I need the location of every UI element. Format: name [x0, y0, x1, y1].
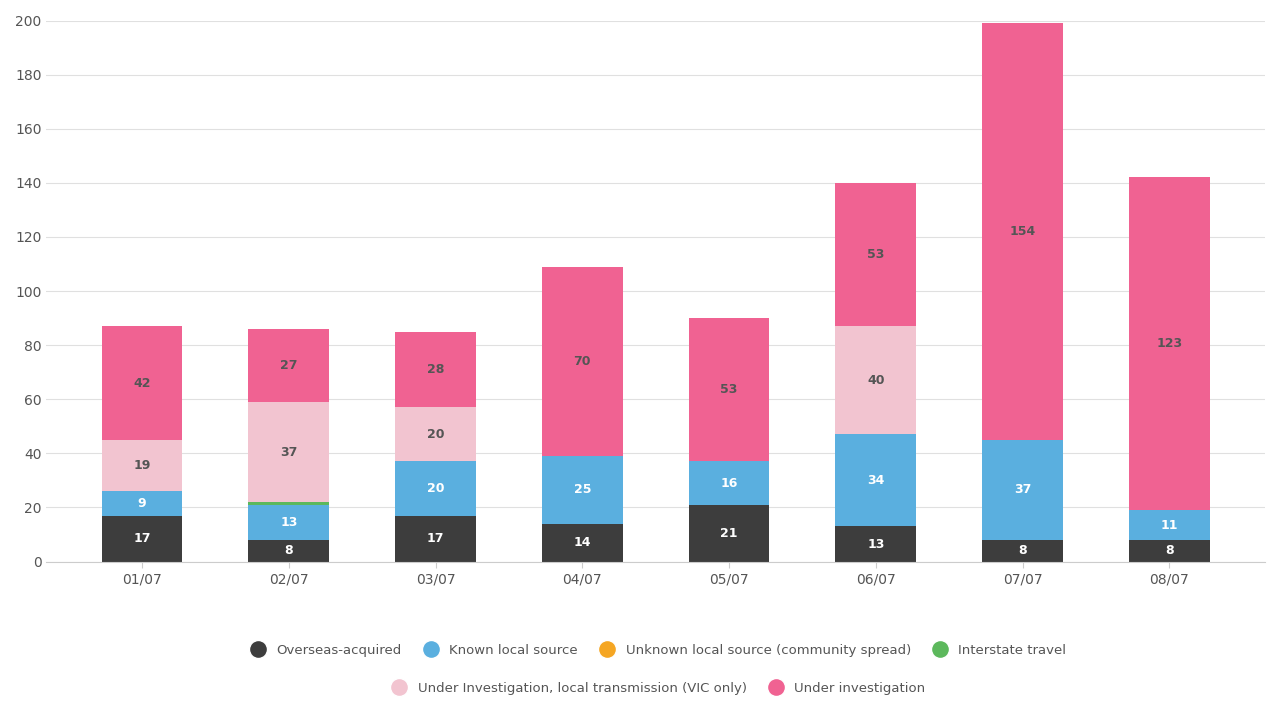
- Bar: [248, 502, 329, 505]
- Text: 53: 53: [721, 383, 737, 396]
- Bar: [248, 402, 329, 502]
- Text: 42: 42: [133, 377, 151, 390]
- Text: 9: 9: [138, 497, 146, 510]
- Bar: [541, 266, 622, 456]
- Bar: [101, 516, 183, 562]
- Bar: [836, 434, 916, 526]
- Text: 13: 13: [867, 538, 884, 551]
- Bar: [836, 183, 916, 326]
- Text: 27: 27: [280, 359, 297, 372]
- Bar: [101, 440, 183, 491]
- Bar: [396, 408, 476, 462]
- Bar: [248, 505, 329, 540]
- Bar: [541, 456, 622, 523]
- Text: 20: 20: [426, 428, 444, 441]
- Text: 8: 8: [1018, 544, 1027, 557]
- Text: 37: 37: [280, 446, 297, 459]
- Text: 28: 28: [428, 363, 444, 376]
- Bar: [1129, 540, 1210, 562]
- Bar: [689, 462, 769, 505]
- Text: 40: 40: [867, 374, 884, 387]
- Text: 20: 20: [426, 482, 444, 495]
- Bar: [101, 326, 183, 440]
- Bar: [836, 526, 916, 562]
- Text: 17: 17: [133, 532, 151, 545]
- Text: 14: 14: [573, 536, 591, 549]
- Text: 8: 8: [1165, 544, 1174, 557]
- Text: 34: 34: [867, 474, 884, 487]
- Bar: [689, 505, 769, 562]
- Text: 8: 8: [284, 544, 293, 557]
- Text: 123: 123: [1156, 337, 1183, 351]
- Bar: [982, 540, 1062, 562]
- Bar: [396, 516, 476, 562]
- Bar: [101, 491, 183, 516]
- Text: 70: 70: [573, 355, 591, 368]
- Bar: [396, 462, 476, 516]
- Bar: [982, 440, 1062, 540]
- Text: 21: 21: [721, 527, 737, 540]
- Bar: [982, 23, 1062, 440]
- Text: 19: 19: [133, 459, 151, 472]
- Legend: Under Investigation, local transmission (VIC only), Under investigation: Under Investigation, local transmission …: [380, 676, 931, 700]
- Text: 11: 11: [1161, 518, 1178, 531]
- Text: 37: 37: [1014, 483, 1032, 496]
- Bar: [1129, 177, 1210, 510]
- Bar: [248, 329, 329, 402]
- Text: 53: 53: [867, 248, 884, 261]
- Bar: [248, 540, 329, 562]
- Text: 16: 16: [721, 477, 737, 490]
- Bar: [541, 523, 622, 562]
- Bar: [1129, 510, 1210, 540]
- Text: 13: 13: [280, 516, 297, 529]
- Text: 154: 154: [1010, 225, 1036, 238]
- Bar: [689, 318, 769, 462]
- Bar: [836, 326, 916, 434]
- Bar: [396, 332, 476, 408]
- Text: 25: 25: [573, 483, 591, 496]
- Text: 17: 17: [426, 532, 444, 545]
